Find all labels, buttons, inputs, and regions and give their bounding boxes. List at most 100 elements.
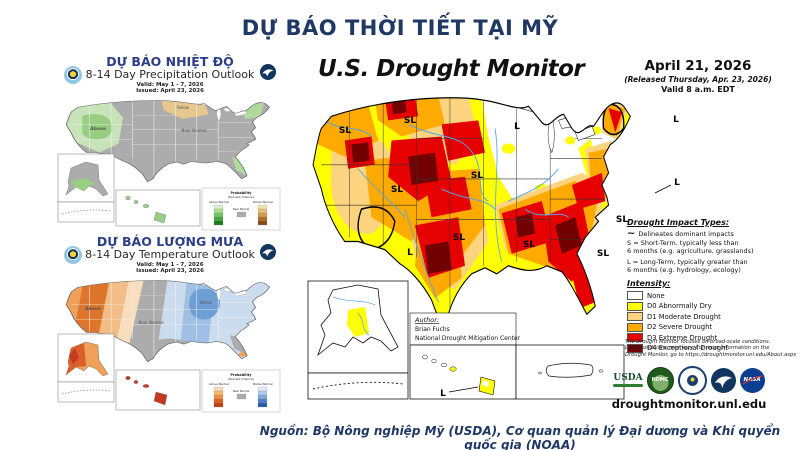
- swatch-d4: [627, 343, 643, 353]
- svg-text:Above Normal: Above Normal: [209, 382, 229, 386]
- drought-date-block: April 21, 2026 (Released Thursday, Apr. …: [608, 58, 788, 94]
- temp-label-near-normal: Near Normal: [138, 320, 163, 325]
- temp-heading-vi: DỰ BÁO LƯỢNG MƯA: [96, 234, 244, 249]
- page-title: DỰ BÁO THỜI TIẾT TẠI MỸ: [241, 16, 559, 40]
- svg-text:Above Normal: Above Normal: [209, 200, 229, 204]
- svg-text:Probability: Probability: [231, 191, 253, 195]
- intensity-heading: Intensity:: [627, 279, 671, 288]
- noaa-logo-icon: [710, 367, 736, 393]
- precip-issued: Issued: April 23, 2026: [136, 88, 204, 94]
- author-label: Author:: [414, 316, 439, 324]
- map-label-montana: SL: [404, 116, 416, 126]
- drought-released: (Released Thursday, Apr. 23, 2026): [624, 75, 772, 84]
- svg-text:Near Normal: Near Normal: [233, 389, 250, 393]
- swatch-d3: [627, 333, 643, 342]
- temp-label-above: Above: [85, 306, 101, 312]
- temp-title: 8-14 Day Temperature Outlook: [85, 248, 255, 261]
- precip-label-above: Above: [90, 126, 106, 132]
- svg-text:Below Normal: Below Normal: [253, 382, 273, 386]
- impact-long-2: 6 months (e.g. hydrology, ecology): [627, 265, 741, 274]
- intensity-row-d0: D0 Abnormally Dry: [627, 301, 795, 311]
- delineation-squiggle-icon: ~: [627, 228, 636, 239]
- map-label-mississippi: SL: [523, 240, 535, 250]
- precipitation-outlook-panel: DỰ BÁO NHIỆT ĐỘ 8-14 Day Precipitation O…: [56, 54, 284, 234]
- nws-seal-icon: [64, 246, 82, 264]
- swatch-d0: [627, 301, 643, 311]
- drought-date: April 21, 2026: [644, 58, 752, 74]
- commerce-seal-icon: [677, 365, 707, 395]
- svg-text:Below Normal: Below Normal: [253, 200, 273, 204]
- map-label-georgia: SL: [597, 249, 609, 259]
- precip-alaska-inset: [57, 153, 115, 223]
- precip-label-below: Below: [177, 105, 190, 110]
- temp-label-below: Below: [200, 300, 213, 305]
- drought-partner-logos: USDA NDMC NASA: [600, 365, 778, 395]
- map-label-minnesota: L: [514, 122, 520, 132]
- precip-label-near-normal: Near Normal: [181, 128, 206, 133]
- svg-text:(Percent Chance): (Percent Chance): [228, 195, 254, 199]
- impact-long-1: L = Long-Term, typically greater than: [627, 258, 748, 266]
- map-label-northeast-coast: L: [674, 178, 680, 188]
- drought-impact-labels: SL SL L SL SL L SL SL SL SL L L: [339, 115, 680, 259]
- svg-text:Near Normal: Near Normal: [233, 207, 250, 211]
- map-label-virginia: SL: [616, 215, 628, 225]
- precip-hawaii-inset: [115, 189, 201, 227]
- temp-above-ramp: [213, 386, 224, 408]
- author-org: National Drought Mitigation Center: [415, 335, 521, 342]
- drought-author-box: Author: Brian Fuchs National Drought Mit…: [409, 312, 521, 346]
- impact-short-1: S = Short-Term, typically less than: [627, 239, 739, 247]
- precip-heading-vi: DỰ BÁO NHIỆT ĐỘ: [106, 54, 234, 69]
- svg-text:(Percent Chance): (Percent Chance): [228, 377, 254, 381]
- drought-legend: Drought Impact Types: ~ Delineates domin…: [627, 218, 795, 354]
- precip-title: 8-14 Day Precipitation Outlook: [85, 68, 255, 81]
- temp-hawaii-inset: [115, 369, 201, 411]
- noaa-logo-icon: [260, 244, 276, 260]
- intensity-row-d1: D1 Moderate Drought: [627, 312, 795, 321]
- map-label-hawaii: L: [440, 389, 446, 399]
- intensity-row-none: None: [627, 291, 795, 300]
- drought-valid: Valid 8 a.m. EDT: [661, 85, 735, 94]
- nws-seal-icon: [64, 66, 82, 84]
- map-label-maine: L: [673, 115, 679, 125]
- temp-alaska-inset: [57, 333, 115, 403]
- impact-delineates: Delineates dominant impacts: [638, 230, 734, 238]
- swatch-d2: [627, 322, 643, 332]
- temperature-outlook-panel: DỰ BÁO LƯỢNG MƯA 8-14 Day Temperature Ou…: [56, 234, 284, 418]
- precip-probability-legend: Probability (Percent Chance) Above Norma…: [201, 187, 281, 231]
- swatch-none: [627, 291, 643, 300]
- impact-short-2: 6 months (e.g. agriculture, grasslands): [627, 246, 754, 255]
- drought-alaska-inset: [307, 280, 409, 400]
- author-name: Brian Fuchs: [415, 326, 450, 333]
- intensity-row-d3: D3 Extreme Drought: [627, 333, 795, 342]
- noaa-logo-icon: [260, 64, 276, 80]
- temp-valid: Valid: May 1 - 7, 2026: [136, 262, 204, 268]
- map-label-nebraska: SL: [471, 171, 483, 181]
- ndmc-logo-icon: NDMC: [646, 366, 674, 394]
- svg-text:Probability: Probability: [231, 373, 253, 377]
- drought-map: SL SL L SL SL L SL SL SL SL L L: [307, 96, 680, 400]
- precip-valid: Valid: May 1 - 7, 2026: [136, 82, 204, 88]
- drought-puerto-rico-inset: [515, 344, 625, 400]
- nasa-logo-icon: NASA: [739, 367, 765, 393]
- precip-below-ramp: [257, 204, 268, 226]
- drought-hawaii-inset: L: [409, 344, 517, 400]
- drought-disclaimer: The Drought Monitor focuses on broad-sca…: [625, 339, 797, 358]
- precip-map: Above Near Normal Below: [57, 99, 281, 231]
- map-label-colorado: SL: [391, 185, 403, 195]
- intensity-row-d4: D4 Exceptional Drought: [627, 343, 795, 353]
- swatch-d1: [627, 312, 643, 321]
- source-credit: Nguồn: Bộ Nông nghiệp Mỹ (USDA), Cơ quan…: [259, 424, 781, 450]
- temp-below-ramp: [257, 386, 268, 408]
- temp-issued: Issued: April 23, 2026: [136, 268, 204, 274]
- precip-above-ramp: [213, 204, 224, 226]
- drought-website: droughtmonitor.unl.edu: [611, 397, 767, 411]
- temp-probability-legend: Probability (Percent Chance) Above Norma…: [201, 369, 281, 413]
- map-label-texas: SL: [453, 233, 465, 243]
- impact-types-heading: Drought Impact Types:: [627, 218, 730, 227]
- temp-map: Above Near Normal Below: [57, 279, 281, 413]
- map-label-oregon: SL: [339, 126, 351, 136]
- usda-logo-icon: USDA: [613, 373, 643, 387]
- map-label-arizona: L: [407, 248, 413, 258]
- intensity-row-d2: D2 Severe Drought: [627, 322, 795, 332]
